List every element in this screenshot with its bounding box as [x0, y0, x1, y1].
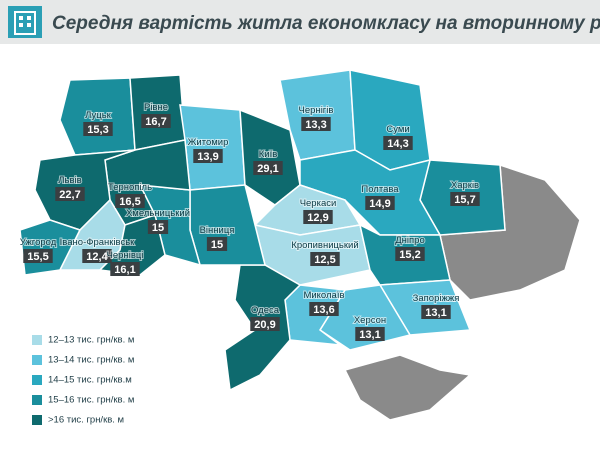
- region-value: 12,5: [314, 254, 335, 266]
- legend-swatch: [32, 415, 42, 425]
- value-box: [23, 249, 53, 263]
- region-name: Житомир: [188, 137, 229, 148]
- value-box: [115, 194, 145, 208]
- region-value: 20,9: [254, 319, 275, 331]
- legend: 12–13 тис. грн/кв. м 13–14 тис. грн/кв. м…: [32, 335, 134, 426]
- region-value: 15,5: [27, 251, 48, 263]
- value-box: [421, 305, 451, 319]
- region-name: Харків: [451, 180, 479, 191]
- region-value: 16,5: [119, 196, 140, 208]
- region-value: 15: [211, 239, 223, 251]
- region-name: Луцьк: [85, 110, 111, 121]
- legend-label: 12–13 тис. грн/кв. м: [48, 335, 134, 346]
- region-value: 15: [152, 222, 164, 234]
- legend-label: 15–16 тис. грн/кв. м: [48, 395, 134, 406]
- region-name: Черкаси: [300, 198, 337, 209]
- region-name: Львів: [58, 175, 81, 186]
- region-value: 15,2: [399, 249, 420, 261]
- region-name: Дніпро: [395, 235, 425, 246]
- title: Середня вартість житла економкласу на вт…: [52, 13, 600, 34]
- region-value: 15,3: [87, 124, 108, 136]
- header-bar: [0, 0, 600, 44]
- value-box: [193, 149, 223, 163]
- region-name: Запоріжжя: [413, 293, 460, 304]
- region-name: Київ: [259, 149, 278, 160]
- region-value: 13,1: [359, 329, 380, 341]
- legend-label: 14–15 тис. грн/кв.м: [48, 375, 132, 386]
- region-name: Херсон: [354, 315, 386, 326]
- region-value: 13,6: [313, 304, 334, 316]
- legend-label: 13–14 тис. грн/кв. м: [48, 355, 134, 366]
- value-box: [82, 249, 112, 263]
- legend-swatch: [32, 355, 42, 365]
- region-name: Чернігів: [299, 105, 334, 116]
- region-name: Суми: [386, 124, 409, 135]
- value-box: [301, 117, 331, 131]
- occupied-territory: [343, 354, 472, 421]
- region-name: Кропивницький: [291, 240, 358, 251]
- value-box: [355, 327, 385, 341]
- region-value: 16,7: [145, 116, 166, 128]
- value-box: [83, 122, 113, 136]
- value-box: [303, 210, 333, 224]
- region-name: Полтава: [361, 184, 399, 195]
- value-box: [147, 220, 169, 234]
- legend-label: >16 тис. грн/кв. м: [48, 415, 124, 426]
- region-value: 13,3: [305, 119, 326, 131]
- value-box: [253, 161, 283, 175]
- region-name: Вінниця: [200, 225, 235, 236]
- region-value: 12,9: [307, 212, 328, 224]
- region-value: 14,9: [369, 198, 390, 210]
- region-name: Хмельницький: [126, 208, 190, 219]
- region-name: Одеса: [251, 305, 280, 316]
- legend-swatch: [32, 395, 42, 405]
- value-box: [383, 136, 413, 150]
- region-name: Рівне: [144, 102, 168, 113]
- value-box: [310, 252, 340, 266]
- region-value: 12,4: [86, 251, 108, 263]
- value-box: [206, 237, 228, 251]
- region-name: Тернопіль: [108, 182, 152, 193]
- region-value: 16,1: [114, 264, 135, 276]
- header-icon: [8, 6, 42, 38]
- region-value: 15,7: [454, 194, 475, 206]
- value-box: [141, 114, 171, 128]
- value-box: [110, 262, 140, 276]
- value-box: [309, 302, 339, 316]
- region-value: 13,1: [425, 307, 446, 319]
- value-box: [55, 187, 85, 201]
- map: Луцьк 15,3 Рівне 16,7 Житомир 13,9 Київ 29,1 Чер…: [19, 69, 581, 421]
- region-name: Ужгород: [20, 237, 57, 248]
- legend-swatch: [32, 335, 42, 345]
- region-name: Івано-Франківськ: [60, 237, 135, 248]
- value-box: [395, 247, 425, 261]
- value-box: [250, 317, 280, 331]
- region-value: 14,3: [387, 138, 408, 150]
- region-value: 13,9: [197, 151, 218, 163]
- value-box: [450, 192, 480, 206]
- legend-swatch: [32, 375, 42, 385]
- region-name: Чернівці: [107, 250, 144, 261]
- region-value: 29,1: [257, 163, 278, 175]
- value-box: [365, 196, 395, 210]
- region-value: 22,7: [59, 189, 80, 201]
- region-name: Миколаїв: [303, 290, 344, 301]
